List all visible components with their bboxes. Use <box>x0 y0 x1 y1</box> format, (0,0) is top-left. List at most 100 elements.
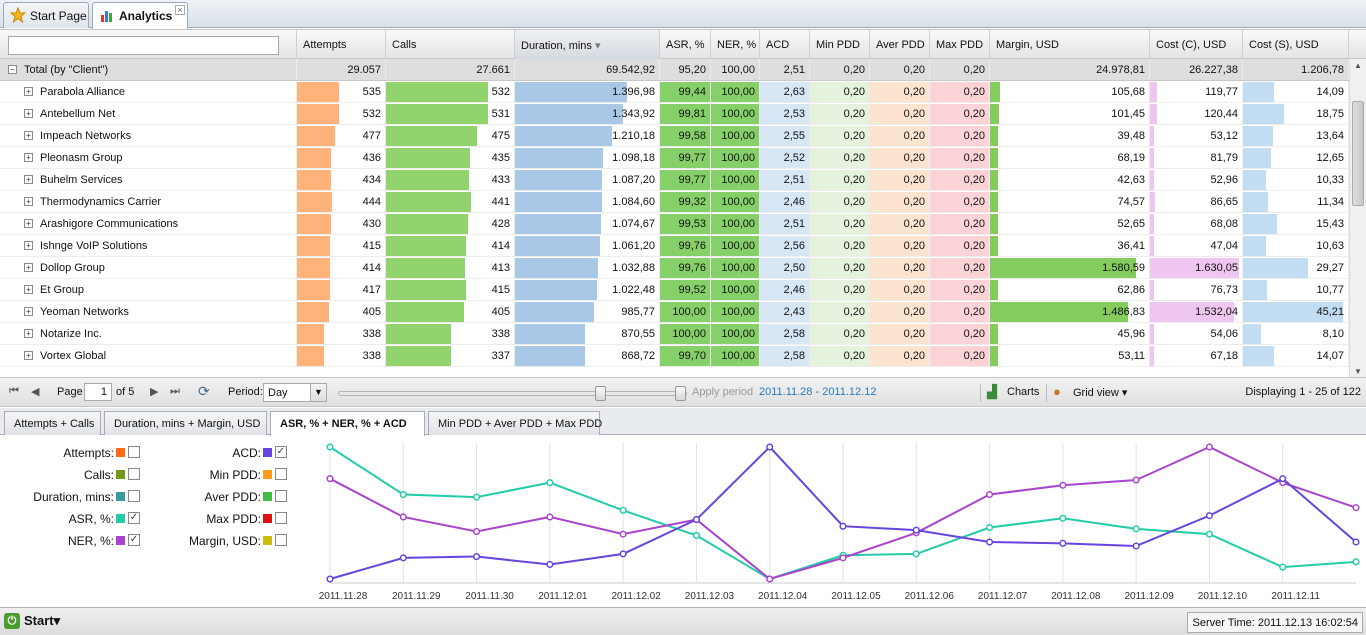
data-point[interactable] <box>1205 530 1213 538</box>
series-checkbox[interactable]: ✓ <box>128 512 140 524</box>
data-point[interactable] <box>1132 476 1140 484</box>
legend-item[interactable]: Max PDD: <box>150 511 287 527</box>
table-row[interactable]: + Buhelm Services 434 433 1.087,20 99,77 100,0… <box>0 169 1349 191</box>
series-checkbox[interactable] <box>275 468 287 480</box>
data-point[interactable] <box>473 493 481 501</box>
scroll-up-icon[interactable]: ▲ <box>1354 61 1362 70</box>
tab-start-page[interactable]: Start Page <box>3 2 89 28</box>
column-header-calls[interactable]: Calls <box>386 30 515 59</box>
series-checkbox[interactable] <box>128 468 140 480</box>
data-point[interactable] <box>692 516 700 524</box>
data-point[interactable] <box>1205 512 1213 520</box>
data-point[interactable] <box>546 560 554 569</box>
client-filter-input[interactable] <box>8 36 279 55</box>
series-checkbox[interactable] <box>128 490 140 502</box>
expand-icon[interactable]: + <box>24 197 33 206</box>
data-point[interactable] <box>1059 539 1067 547</box>
data-point[interactable] <box>1279 563 1287 571</box>
data-point[interactable] <box>546 513 554 521</box>
column-header-asr[interactable]: ASR, % <box>660 30 711 59</box>
data-point[interactable] <box>399 513 407 521</box>
table-row[interactable]: + Antebellum Net 532 531 1.343,92 99,81 100,00… <box>0 103 1349 125</box>
data-point[interactable] <box>1352 504 1360 512</box>
column-header-acd[interactable]: ACD <box>760 30 810 59</box>
table-row[interactable]: + Thermodynamics Carrier 444 441 1.084,60 99,… <box>0 191 1349 213</box>
collapse-icon[interactable]: − <box>8 65 17 74</box>
data-point[interactable] <box>692 531 700 539</box>
data-point[interactable] <box>473 527 481 536</box>
scroll-thumb[interactable] <box>1352 101 1364 206</box>
column-header-aver-pdd[interactable]: Aver PDD <box>870 30 930 59</box>
data-point[interactable] <box>619 506 627 514</box>
data-point[interactable] <box>619 550 627 558</box>
data-point[interactable] <box>766 575 774 583</box>
legend-item[interactable]: ACD: ✓ <box>150 445 287 461</box>
data-point[interactable] <box>1059 514 1067 522</box>
expand-icon[interactable]: + <box>24 351 33 360</box>
column-header-margin[interactable]: Margin, USD <box>990 30 1150 59</box>
data-point[interactable] <box>326 575 334 583</box>
period-select[interactable]: Day ▼ <box>263 383 327 402</box>
table-row[interactable]: + Parabola Alliance 535 532 1.396,98 99,44 100… <box>0 81 1349 103</box>
data-point[interactable] <box>912 526 920 534</box>
chart-tab-attempts-calls[interactable]: Attempts + Calls <box>4 411 101 435</box>
table-row[interactable]: + Et Group 417 415 1.022,48 99,52 100,00 2,46 0,… <box>0 279 1349 301</box>
table-row[interactable]: + Vortex Global 338 337 868,72 99,70 100,00 2,5… <box>0 345 1349 367</box>
legend-item[interactable]: ASR, %: ✓ <box>0 511 140 527</box>
chart-tab-duration-margin[interactable]: Duration, mins + Margin, USD <box>104 411 267 435</box>
data-point[interactable] <box>1352 558 1360 566</box>
legend-item[interactable]: Attempts: <box>0 445 140 461</box>
charts-button[interactable]: ▟ Charts <box>987 384 1039 399</box>
table-row[interactable]: + Yeoman Networks 405 405 985,77 100,00 100,00… <box>0 301 1349 323</box>
data-point[interactable] <box>1132 542 1140 550</box>
start-button[interactable]: ⏻ Start▾ <box>4 613 60 629</box>
table-row[interactable]: + Dollop Group 414 413 1.032,88 99,76 100,00 2,… <box>0 257 1349 279</box>
data-point[interactable] <box>1352 538 1360 546</box>
data-point[interactable] <box>399 554 407 562</box>
table-row[interactable]: + Pleonasm Group 436 435 1.098,18 99,77 100,00… <box>0 147 1349 169</box>
expand-icon[interactable]: + <box>24 87 33 96</box>
legend-item[interactable]: NER, %: ✓ <box>0 533 140 549</box>
data-point[interactable] <box>473 553 481 561</box>
legend-item[interactable]: Calls: <box>0 467 140 483</box>
page-number-input[interactable]: 1 <box>84 383 112 401</box>
expand-icon[interactable]: + <box>24 175 33 184</box>
close-icon[interactable]: × <box>175 5 185 15</box>
table-row[interactable]: + Ishnge VoIP Solutions 415 414 1.061,20 99,7… <box>0 235 1349 257</box>
chart-tab-asr-ner-acd[interactable]: ASR, % + NER, % + ACD <box>270 411 425 436</box>
column-header-ner[interactable]: NER, % <box>711 30 760 59</box>
expand-icon[interactable]: + <box>24 307 33 316</box>
column-header-cost-c[interactable]: Cost (C), USD <box>1150 30 1243 59</box>
data-point[interactable] <box>619 530 627 538</box>
data-point[interactable] <box>326 443 334 451</box>
expand-icon[interactable]: + <box>24 219 33 228</box>
data-point[interactable] <box>839 554 847 562</box>
prev-page-icon[interactable]: ◀ <box>31 386 40 398</box>
data-point[interactable] <box>1279 475 1287 483</box>
data-point[interactable] <box>766 443 774 451</box>
period-slider[interactable] <box>338 386 687 401</box>
table-row[interactable]: + Impeach Networks 477 475 1.210,18 99,58 100,… <box>0 125 1349 147</box>
data-point[interactable] <box>912 550 920 558</box>
series-checkbox[interactable] <box>275 534 287 546</box>
expand-icon[interactable]: + <box>24 241 33 250</box>
last-page-icon[interactable]: ⏭ <box>170 385 180 397</box>
data-point[interactable] <box>986 490 994 499</box>
data-point[interactable] <box>546 479 554 487</box>
slider-end-handle[interactable] <box>675 386 686 401</box>
legend-item[interactable]: Min PDD: <box>150 467 287 483</box>
first-page-icon[interactable]: ⏮ <box>9 385 19 397</box>
column-header-max-pdd[interactable]: Max PDD <box>930 30 990 59</box>
column-header-attempts[interactable]: Attempts <box>297 30 386 59</box>
data-point[interactable] <box>986 523 994 532</box>
legend-item[interactable]: Margin, USD: <box>150 533 287 549</box>
expand-icon[interactable]: + <box>24 153 33 162</box>
data-point[interactable] <box>399 490 407 499</box>
data-point[interactable] <box>1132 525 1140 533</box>
data-point[interactable] <box>1059 481 1067 489</box>
vertical-scrollbar[interactable]: ▲ ▼ <box>1349 59 1366 377</box>
series-checkbox[interactable] <box>275 490 287 502</box>
data-point[interactable] <box>326 475 334 483</box>
data-point[interactable] <box>986 538 994 546</box>
column-header-cost-s[interactable]: Cost (S), USD <box>1243 30 1349 59</box>
